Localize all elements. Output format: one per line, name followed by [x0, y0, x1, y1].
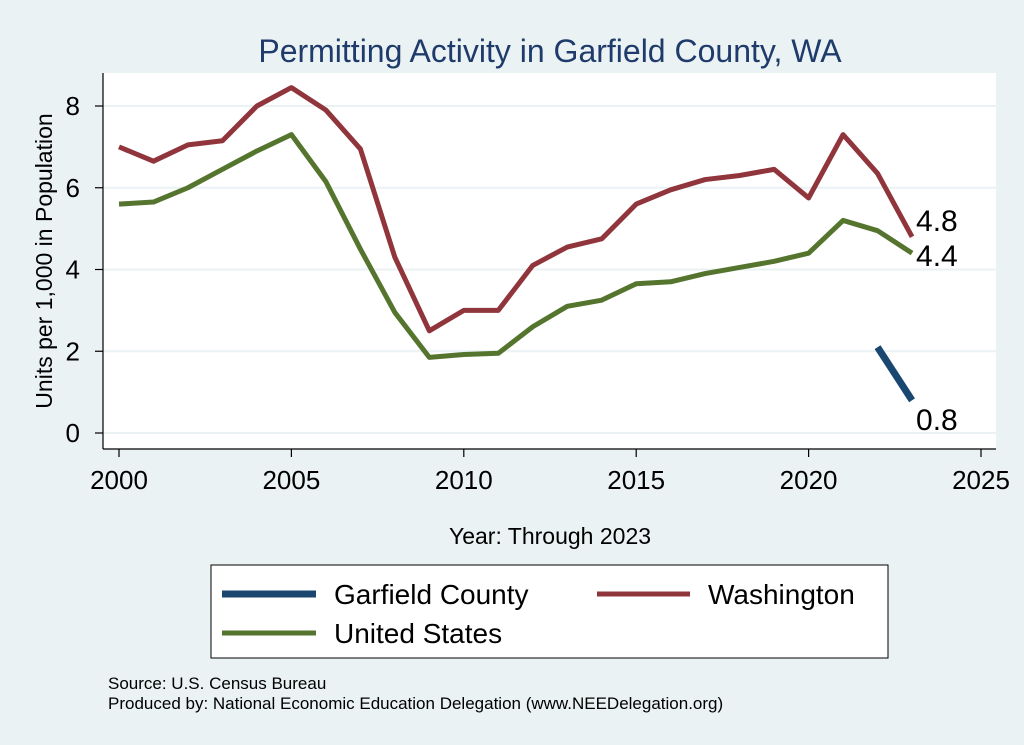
x-axis-title: Year: Through 2023: [449, 523, 651, 549]
end-labels: 0.8 4.84.4: [916, 205, 958, 437]
y-tick-label: 2: [66, 336, 80, 366]
legend: Garfield County Washington United States: [210, 564, 889, 659]
x-tick-label: 2020: [780, 465, 838, 495]
gridlines: [103, 105, 996, 434]
source-note: Source: U.S. Census Bureau: [108, 674, 326, 693]
y-tick-label: 0: [66, 418, 80, 448]
legend-box: [210, 564, 889, 659]
x-tick-label: 2015: [607, 465, 665, 495]
legend-label-us: United States: [334, 618, 502, 649]
x-tick-label: 2010: [435, 465, 493, 495]
x-tick-label: 2025: [952, 465, 1010, 495]
chart-title: Permitting Activity in Garfield County, …: [258, 33, 842, 69]
x-tick-label: 2005: [262, 465, 320, 495]
series-line-us: [118, 132, 914, 360]
y-tick-label: 4: [66, 255, 80, 285]
series-line-garfield: [874, 345, 915, 403]
end-label-washington: 4.8: [916, 205, 958, 238]
legend-label-washington: Washington: [708, 579, 855, 610]
produced-by-note: Produced by: National Economic Education…: [108, 694, 723, 713]
y-tick-label: 8: [66, 91, 80, 121]
y-tick-label: 6: [66, 173, 80, 203]
end-label-us: 4.4: [916, 240, 958, 273]
series-line-washington: [118, 85, 915, 334]
x-tick-label: 2000: [90, 465, 148, 495]
series-lines: [118, 85, 915, 403]
y-axis-title: Units per 1,000 in Population: [31, 113, 57, 408]
legend-label-garfield: Garfield County: [334, 579, 529, 610]
end-label-garfield: 0.8: [916, 404, 958, 437]
axes: 0 2 4 6 8 2000 2005 2010 2015 2020 2025: [66, 73, 1010, 495]
